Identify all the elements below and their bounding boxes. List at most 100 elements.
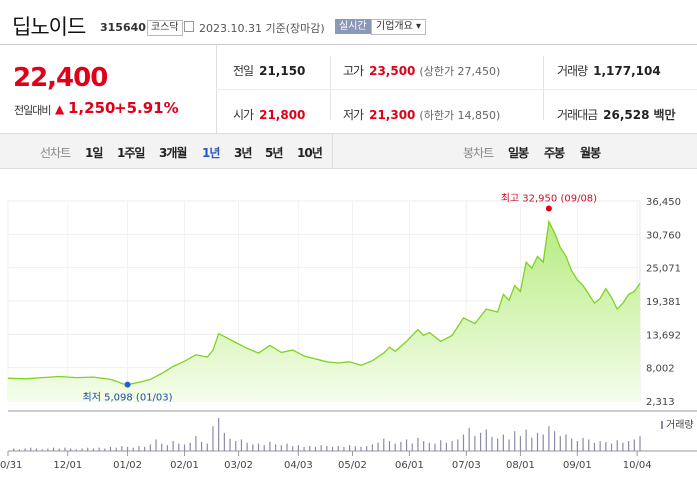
volume-bar [144, 446, 146, 451]
company-overview-button[interactable]: 기업개요 ▾ [371, 19, 426, 35]
high-marker [545, 205, 552, 212]
y-tick-label: 2,313 [646, 397, 675, 408]
price-area [8, 221, 640, 401]
volume-bar [280, 445, 282, 451]
candle-chart-label: 봉차트 [463, 146, 494, 160]
volume-legend-swatch [661, 421, 663, 429]
x-tick-label: 01/02 [113, 460, 142, 471]
volume-bar [628, 441, 630, 451]
volume-bar [514, 431, 516, 451]
volume-bar [41, 449, 43, 451]
tab-3m[interactable]: 3개월 [159, 146, 187, 160]
volume-bar [440, 440, 442, 451]
volume-bar [121, 446, 123, 451]
tab-daily[interactable]: 일봉 [508, 146, 529, 160]
volume-bar [235, 441, 237, 451]
tab-monthly[interactable]: 월봉 [580, 146, 601, 160]
volume-bar [189, 442, 191, 451]
volume: 거래량 1,177,104 [557, 62, 661, 79]
tab-1d[interactable]: 1일 [85, 146, 103, 160]
volume-bar [263, 445, 265, 451]
volume-bar [451, 441, 453, 451]
volume-bar [593, 442, 596, 451]
y-tick-label: 36,450 [646, 197, 681, 208]
volume-bar [559, 436, 561, 451]
x-tick-label: 06/01 [395, 460, 424, 471]
volume-bar [394, 443, 396, 451]
price-line [7, 219, 641, 386]
x-tick-label: 08/01 [506, 460, 535, 471]
x-tick-label: 10/04 [623, 460, 652, 471]
tab-1w[interactable]: 1주일 [117, 146, 145, 160]
volume-bar [18, 449, 20, 451]
volume-bar [536, 432, 539, 451]
volume-bar [246, 442, 248, 451]
tab-3y[interactable]: 3년 [234, 146, 252, 160]
volume-bar [223, 432, 225, 451]
tab-10y[interactable]: 10년 [297, 146, 323, 160]
volume-bar [98, 447, 100, 451]
tab-weekly[interactable]: 주봉 [544, 146, 565, 160]
volume-bar [508, 439, 510, 451]
tab-5y[interactable]: 5년 [265, 146, 283, 160]
volume-bar [172, 441, 174, 451]
volume-bar [200, 441, 203, 451]
volume-bar [571, 438, 573, 451]
volume-bar [47, 448, 49, 451]
chart-tab-bar: 선차트 1일 1주일 3개월 1년 3년 5년 10년 봉차트 일봉 주봉 월봉 [0, 133, 697, 169]
market-badge: 코스닥 [147, 20, 183, 36]
volume-bar [542, 434, 544, 451]
volume-bar [64, 447, 66, 451]
x-tick-label: 05/02 [338, 460, 367, 471]
volume-bar [502, 434, 504, 451]
volume-bar [491, 436, 493, 451]
volume-bar [138, 446, 140, 451]
x-tick-label: 03/02 [224, 460, 253, 471]
volume-bar [183, 444, 186, 451]
high-price: 고가 23,500 (상한가 27,450) [343, 62, 500, 79]
volume-bar [115, 447, 117, 451]
volume-bar [149, 444, 151, 451]
volume-bar [52, 447, 55, 451]
volume-bar [104, 448, 106, 451]
x-tick-label: 09/01 [563, 460, 592, 471]
volume-bar [81, 448, 83, 451]
current-price: 22,400 [13, 63, 108, 93]
change-label: 전일대비 [14, 104, 51, 117]
realtime-button[interactable]: 실시간 [335, 19, 371, 34]
volume-bar [468, 427, 470, 451]
prev-close-label: 전일 [233, 64, 254, 78]
volume-bar [400, 441, 402, 451]
volume-bar [161, 443, 163, 451]
volume-bar [525, 429, 527, 451]
volume-bar [257, 443, 260, 451]
open-price: 시가 21,800 [233, 106, 305, 123]
volume-bar [548, 426, 550, 451]
trade-amount: 거래대금 26,528 백만 [557, 106, 676, 123]
volume-bar [326, 446, 328, 451]
volume-bar [218, 418, 220, 451]
tab-1y[interactable]: 1년 [202, 146, 220, 160]
volume-bar [109, 446, 112, 451]
volume-bar [445, 442, 448, 451]
volume-bar [371, 444, 373, 451]
volume-bar [434, 443, 436, 451]
volume-bar [126, 446, 129, 451]
volume-bar [423, 441, 425, 451]
volume-bar [178, 443, 180, 451]
volume-bar [553, 431, 556, 451]
volume-bar [388, 441, 391, 451]
line-chart-label: 선차트 [40, 146, 71, 160]
volume-bar [605, 441, 607, 451]
stock-name: 딥노이드 [12, 15, 86, 39]
volume-bar [309, 446, 311, 451]
volume-bar [639, 436, 641, 451]
volume-bar [588, 439, 590, 451]
volume-bar [497, 438, 499, 451]
volume-bar [383, 438, 385, 451]
high-annotation: 최고 32,950 (09/08) [501, 193, 597, 205]
volume-bar [519, 436, 522, 451]
prev-close: 전일 21,150 [233, 62, 305, 79]
volume-bar [354, 446, 356, 451]
volume-bar [474, 436, 476, 451]
